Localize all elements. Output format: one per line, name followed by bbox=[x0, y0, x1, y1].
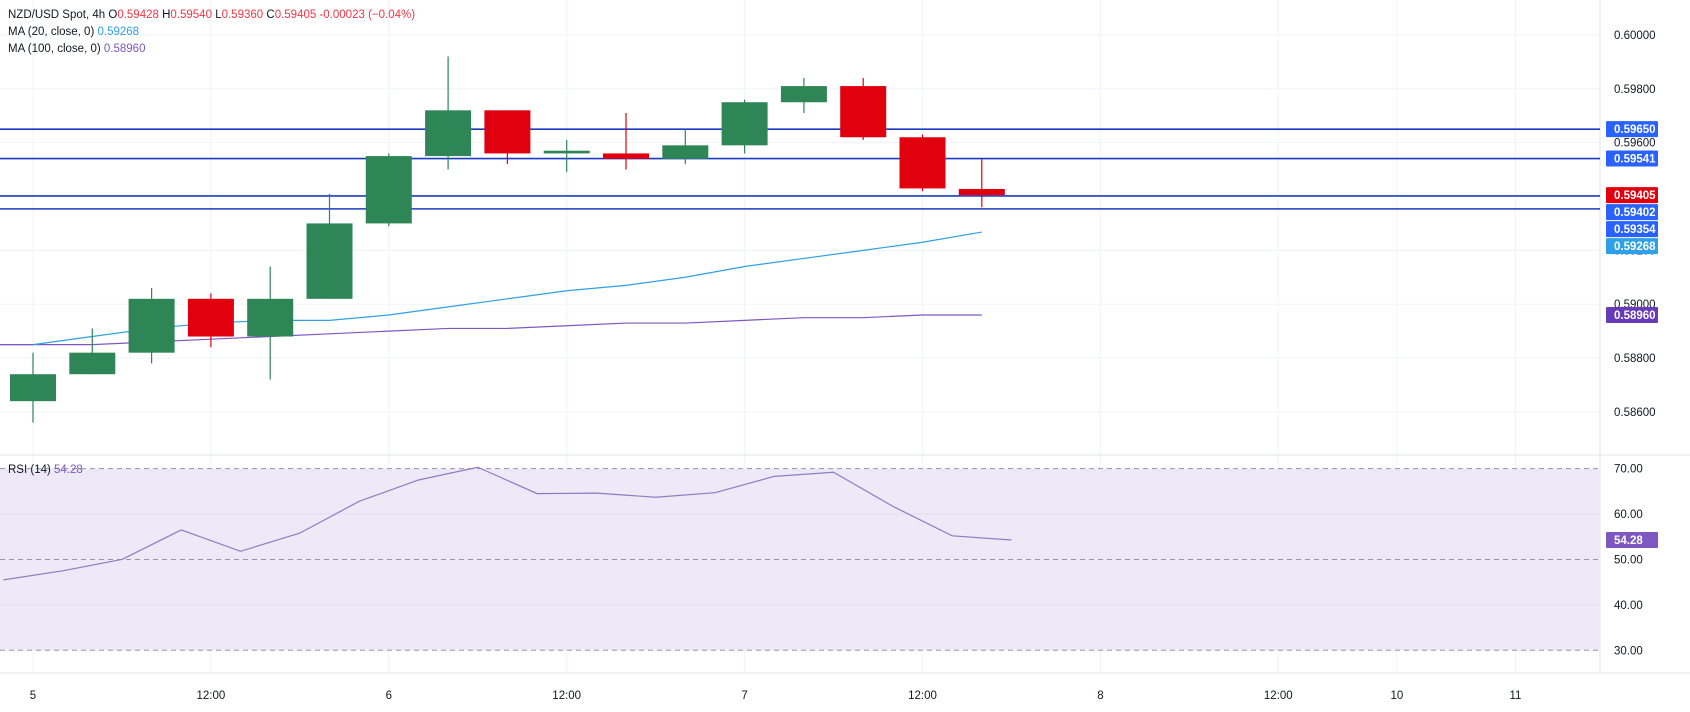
candle-up bbox=[69, 352, 116, 375]
time-tick-label: 7 bbox=[741, 690, 747, 702]
last-price-badge bbox=[1606, 187, 1658, 204]
time-tick-label: 12:00 bbox=[197, 690, 226, 702]
candle-up bbox=[306, 223, 353, 299]
candle-up bbox=[128, 298, 175, 353]
candle-down bbox=[899, 137, 946, 189]
level-badge-text: 0.59354 bbox=[1614, 224, 1656, 236]
ma20-legend[interactable]: MA (20, close, 0) 0.59268 bbox=[8, 25, 139, 39]
candle-up bbox=[10, 374, 56, 402]
time-tick-label: 12:00 bbox=[908, 690, 937, 702]
time-tick-label: 10 bbox=[1391, 690, 1404, 702]
close-value: 0.59405 bbox=[274, 9, 317, 21]
ma100-value: 0.58960 bbox=[103, 43, 146, 55]
candle-up bbox=[780, 86, 827, 103]
rsi-label: RSI (14) bbox=[8, 464, 51, 476]
low-value: 0.59360 bbox=[221, 9, 264, 21]
open-value: 0.59428 bbox=[117, 9, 159, 21]
candle-up bbox=[721, 102, 768, 146]
rsi-value: 54.28 bbox=[54, 464, 83, 476]
ma100-badge-text: 0.58960 bbox=[1614, 310, 1656, 322]
level-badge bbox=[1606, 221, 1658, 238]
candle-up bbox=[662, 145, 709, 159]
symbol-legend: NZD/USD Spot, 4h O0.59428 H0.59540 L0.59… bbox=[8, 8, 415, 22]
ma100-label: MA (100, close, 0) bbox=[8, 43, 101, 55]
time-tick-label: 5 bbox=[30, 690, 36, 702]
last-price-badge-text: 0.59405 bbox=[1614, 190, 1656, 202]
rsi-tick-label: 70.00 bbox=[1614, 464, 1643, 476]
rsi-badge-text: 54.28 bbox=[1614, 535, 1643, 547]
ma20-badge bbox=[1606, 238, 1658, 255]
candle-down bbox=[484, 110, 531, 154]
price-tick-label: 0.59600 bbox=[1614, 138, 1656, 150]
time-tick-label: 12:00 bbox=[1264, 690, 1293, 702]
ma20-value: 0.59268 bbox=[97, 26, 140, 38]
rsi-legend[interactable]: RSI (14) 54.28 bbox=[8, 464, 83, 476]
symbol-title: NZD/USD Spot, 4h bbox=[8, 9, 106, 21]
rsi-tick-label: 30.00 bbox=[1614, 645, 1643, 657]
price-tick-label: 0.58800 bbox=[1614, 353, 1656, 365]
change-value: -0.00023 (−0.04%) bbox=[319, 9, 416, 21]
price-tick-label: 0.58600 bbox=[1614, 407, 1656, 419]
candle-up bbox=[543, 150, 590, 154]
ma20-line bbox=[32, 231, 982, 346]
candle-up bbox=[425, 110, 472, 157]
rsi-tick-label: 40.00 bbox=[1614, 600, 1643, 612]
candle-down bbox=[603, 153, 649, 159]
ma100-line bbox=[33, 314, 982, 346]
ma100-legend[interactable]: MA (100, close, 0) 0.58960 bbox=[8, 42, 145, 56]
high-value: 0.59540 bbox=[170, 9, 212, 21]
level-badge-text: 0.59541 bbox=[1614, 154, 1656, 166]
price-tick-label: 0.60000 bbox=[1614, 30, 1656, 42]
rsi-tick-label: 50.00 bbox=[1614, 554, 1643, 566]
candle-up bbox=[247, 298, 294, 337]
level-badge-text: 0.59650 bbox=[1614, 124, 1656, 136]
level-badge-text: 0.59402 bbox=[1614, 207, 1656, 219]
ma100-badge bbox=[1606, 306, 1658, 323]
ma20-badge-text: 0.59268 bbox=[1614, 241, 1656, 253]
time-tick-label: 8 bbox=[1097, 690, 1103, 702]
candle-up bbox=[365, 156, 412, 224]
rsi-tick-label: 60.00 bbox=[1614, 509, 1643, 521]
candle-down bbox=[840, 86, 887, 138]
high-label: H bbox=[162, 9, 171, 21]
level-badge bbox=[1606, 121, 1658, 138]
rsi-badge bbox=[1606, 532, 1658, 549]
level-badge bbox=[1606, 204, 1658, 221]
price-tick-label: 0.59800 bbox=[1614, 84, 1656, 96]
low-label: L bbox=[215, 9, 222, 21]
time-tick-label: 12:00 bbox=[552, 690, 581, 702]
close-label: C bbox=[266, 9, 275, 21]
level-badge bbox=[1606, 150, 1658, 167]
time-tick-label: 11 bbox=[1510, 690, 1522, 702]
candle-down bbox=[187, 298, 234, 337]
time-tick-label: 6 bbox=[386, 690, 392, 702]
ma20-label: MA (20, close, 0) bbox=[8, 26, 95, 38]
candle-down bbox=[958, 188, 1005, 196]
open-label: O bbox=[108, 9, 118, 21]
rsi-line bbox=[3, 466, 1012, 581]
